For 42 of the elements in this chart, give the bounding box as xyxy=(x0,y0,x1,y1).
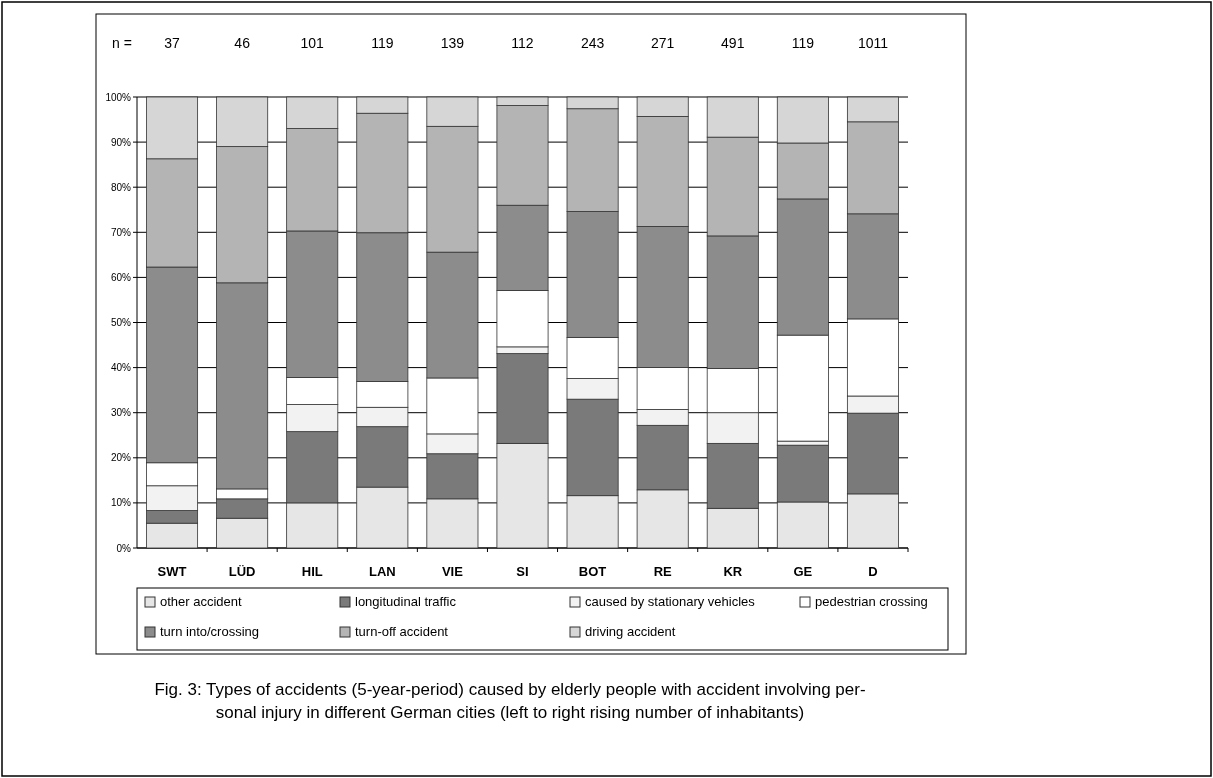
y-tick-label: 50% xyxy=(110,317,132,328)
y-tick-label: 80% xyxy=(110,181,132,193)
legend-label: longitudinal traffic xyxy=(355,594,457,609)
x-tick-label: VIE xyxy=(441,564,464,579)
x-tick-label: LÜD xyxy=(228,564,256,579)
text: 243 xyxy=(580,35,605,51)
x-tick-label: BOT xyxy=(578,564,607,579)
y-tick-label: 40% xyxy=(110,362,132,374)
text: 119 xyxy=(791,35,815,51)
x-tick-label: RE xyxy=(653,564,673,579)
x-tick-label: SWT xyxy=(157,564,187,579)
text: n = xyxy=(112,35,132,51)
text: 271 xyxy=(651,35,675,51)
x-tick-label: GE xyxy=(793,564,813,579)
y-tick-label: 10% xyxy=(110,497,132,509)
x-tick-label: LAN xyxy=(368,564,396,579)
legend-label: turn into/crossing xyxy=(160,624,259,639)
text: 37 xyxy=(164,35,181,51)
x-tick-label: HIL xyxy=(301,564,323,579)
text: 139 xyxy=(440,35,465,51)
text: 1011 xyxy=(857,35,889,51)
legend-label: turn-off accident xyxy=(355,624,449,639)
legend-label: driving accident xyxy=(585,624,676,639)
y-tick-label: 70% xyxy=(110,226,132,238)
text: 101 xyxy=(300,35,325,51)
y-tick-label: 90% xyxy=(110,136,132,148)
caption: Fig. 3: Types of accidents (5-year-period) caused by elderly people with accident involving per- sonal injury in different German cities (left to right rising number of inhabitants) xyxy=(154,680,866,722)
x-tick-label: KR xyxy=(723,564,743,579)
legend-label: caused by stationary vehicles xyxy=(585,594,756,609)
text: 119 xyxy=(371,35,394,51)
y-tick-label: 100% xyxy=(105,91,132,103)
y-tick-label: 60% xyxy=(110,271,132,283)
y-tick-label: 0% xyxy=(116,542,132,554)
x-tick-label: SI xyxy=(516,564,529,579)
y-tick-label: 20% xyxy=(110,452,132,464)
x-tick-label: D xyxy=(868,564,878,579)
text: 112 xyxy=(511,35,534,51)
y-tick-label: 30% xyxy=(110,407,132,419)
legend-label: other accident xyxy=(160,594,243,609)
legend-label: pedestrian crossing xyxy=(815,594,928,609)
text: 491 xyxy=(721,35,745,51)
text: 46 xyxy=(234,35,251,51)
